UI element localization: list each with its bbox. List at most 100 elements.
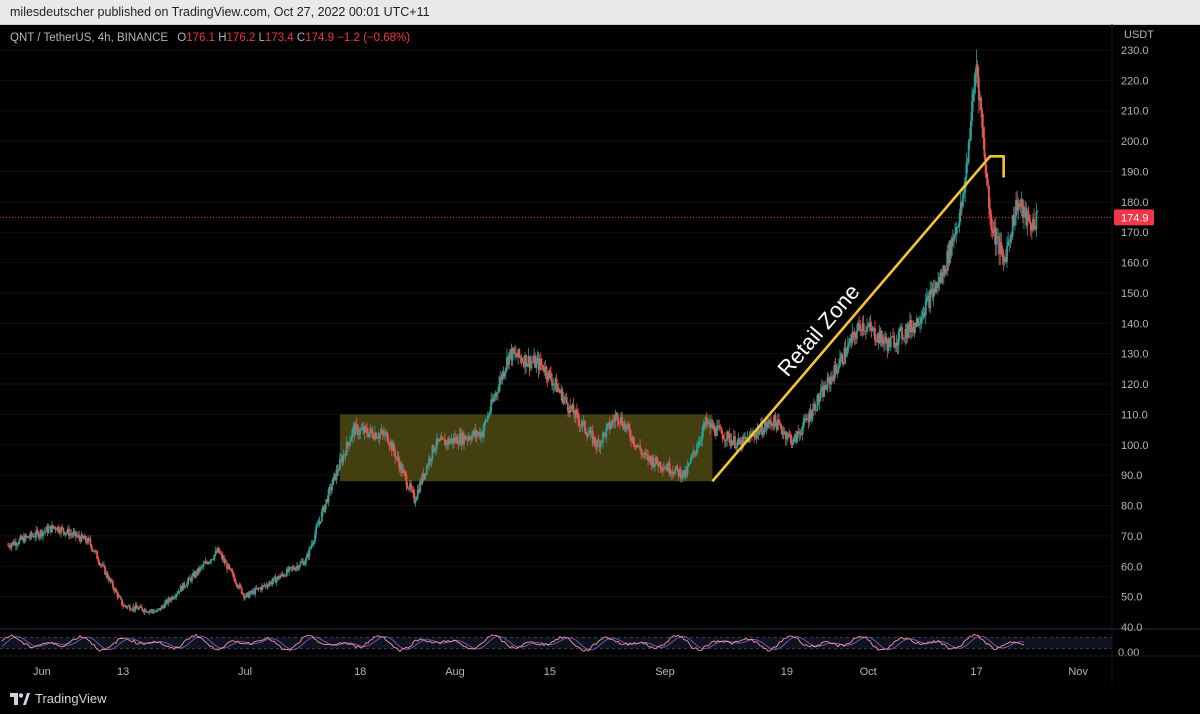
candle-body: [670, 471, 673, 474]
candle-body: [541, 364, 543, 366]
candle-body: [1004, 257, 1007, 262]
candle: [140, 603, 143, 608]
candle-body: [795, 434, 797, 443]
candle: [267, 580, 270, 589]
candle: [693, 450, 696, 458]
price-chart[interactable]: Retail Zone USDT40.050.060.070.080.090.0…: [0, 24, 1200, 684]
candle: [878, 325, 881, 345]
candle-body: [294, 567, 297, 571]
candle-body: [385, 432, 388, 433]
candle-body: [83, 536, 86, 540]
candle: [596, 437, 599, 452]
candle: [918, 316, 920, 328]
candle: [384, 428, 386, 441]
candle-body: [472, 431, 474, 436]
candle: [953, 233, 955, 249]
candle: [35, 525, 38, 541]
candle: [77, 531, 79, 539]
candle-body: [494, 392, 497, 398]
candle-body: [629, 429, 631, 437]
candle-body: [324, 504, 327, 512]
candle-body: [816, 395, 819, 410]
candle-body: [118, 595, 121, 598]
candle-body: [585, 431, 587, 434]
candle: [175, 593, 178, 601]
candle: [191, 573, 193, 584]
candle: [483, 420, 486, 438]
candle-body: [62, 527, 65, 532]
candle-body: [682, 470, 684, 477]
candle: [411, 485, 414, 493]
candle: [410, 479, 412, 493]
candle-body: [363, 426, 366, 433]
candle-body: [212, 558, 215, 560]
candle: [745, 436, 748, 441]
candle-body: [842, 363, 845, 365]
candle-body: [544, 366, 547, 373]
osc-tick-label: 0.00: [1118, 647, 1139, 659]
candle-body: [788, 433, 791, 435]
candle: [239, 583, 242, 589]
candle: [929, 281, 932, 314]
candle: [119, 596, 122, 601]
candle-body: [31, 535, 34, 537]
candle-body: [33, 535, 35, 538]
candle-body: [348, 444, 350, 446]
candle-body: [398, 462, 401, 471]
candle: [682, 470, 684, 482]
candle: [78, 530, 81, 542]
candle: [605, 423, 608, 443]
candle: [287, 566, 289, 573]
candle-body: [101, 564, 104, 566]
candle: [177, 588, 180, 594]
candle: [828, 375, 831, 393]
candle-body: [345, 441, 348, 456]
candle-body: [976, 64, 979, 77]
candle: [846, 336, 849, 355]
candle: [238, 582, 241, 590]
candle-body: [399, 464, 402, 471]
candle-body: [991, 228, 994, 231]
candle: [1016, 190, 1019, 215]
candle: [901, 323, 903, 345]
candle: [206, 561, 209, 566]
candle: [108, 575, 111, 582]
candle-body: [44, 530, 47, 532]
candle: [915, 315, 918, 328]
candle: [771, 421, 774, 429]
candle: [1018, 199, 1021, 210]
candle: [130, 607, 132, 611]
candle-body: [769, 419, 771, 422]
candle: [70, 528, 73, 539]
candle: [52, 524, 55, 530]
candle-body: [881, 338, 884, 345]
candle-body: [745, 437, 748, 439]
y-tick-label: 90.0: [1121, 470, 1142, 482]
candle: [170, 595, 173, 603]
open-value: 176.1: [186, 32, 216, 44]
candle: [557, 382, 560, 393]
candle-body: [594, 436, 596, 445]
candle-body: [130, 609, 132, 611]
candle-body: [257, 588, 260, 589]
candle-body: [228, 564, 231, 569]
last-price-badge: [1114, 209, 1154, 226]
candle: [235, 579, 237, 587]
candle: [658, 461, 661, 467]
candle: [598, 439, 601, 453]
candle: [440, 431, 443, 441]
candle-body: [597, 440, 600, 442]
candle: [518, 347, 521, 359]
tradingview-brand[interactable]: TradingView: [10, 691, 107, 706]
candle: [543, 361, 546, 376]
candle-body: [555, 378, 558, 393]
candle-body: [282, 574, 285, 577]
candle-body: [614, 416, 617, 422]
candle: [96, 549, 99, 560]
candle: [224, 558, 227, 564]
candle: [185, 583, 188, 587]
candle-body: [355, 423, 358, 426]
candle-body: [990, 214, 993, 229]
candle-body: [949, 241, 952, 256]
candle: [517, 348, 520, 365]
